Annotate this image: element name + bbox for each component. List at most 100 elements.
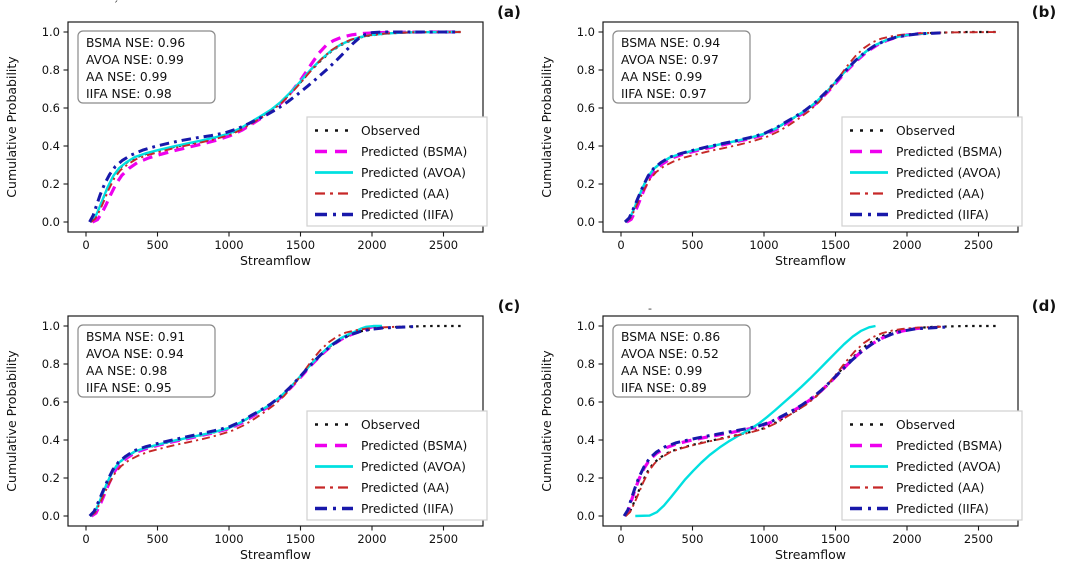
legend-label-avoa: Predicted (AVOA)	[896, 460, 1001, 474]
legend-label-iifa: Predicted (IIFA)	[896, 208, 989, 222]
nse-line: AA NSE: 0.99	[621, 70, 702, 84]
plot-area	[622, 324, 1000, 518]
x-tick-label: 500	[682, 532, 704, 546]
legend-label-observed: Observed	[361, 124, 420, 138]
series-avoa-line	[635, 324, 876, 518]
y-tick-label: 0.4	[577, 139, 595, 153]
x-tick-label: 1000	[749, 238, 778, 252]
y-tick-label: 0.2	[577, 471, 595, 485]
subplot-a-canvas: 0 500 1000 1500 2000 2500 0.0 0.2 0.4 0.6 0.8 1.0 St…	[4, 0, 521, 268]
y-axis-label: Cumulative Probability	[4, 56, 19, 198]
x-axis-label: Streamflow	[775, 253, 846, 268]
x-tick-label: 2500	[964, 532, 993, 546]
nse-line: AA NSE: 0.99	[86, 70, 167, 84]
y-tick-label: 1.0	[42, 319, 60, 333]
x-tick-label: 500	[147, 238, 169, 252]
plot-area	[88, 30, 465, 224]
nse-line: BSMA NSE: 0.86	[621, 330, 720, 344]
nse-box	[77, 324, 216, 398]
y-tick-label: 0.8	[577, 357, 595, 371]
x-tick-label: 500	[147, 532, 169, 546]
y-tick-label: 0.8	[577, 63, 595, 77]
nse-line: AVOA NSE: 0.97	[621, 53, 719, 67]
series-avoa-line	[89, 324, 382, 517]
y-tick-label: 0.0	[42, 215, 60, 229]
y-tick-label: 0.6	[577, 395, 595, 409]
legend-label-bsma: Predicted (BSMA)	[361, 439, 467, 453]
y-axis-label: Cumulative Probability	[539, 350, 554, 492]
x-tick-label: 1500	[286, 532, 315, 546]
nse-line: AA NSE: 0.99	[621, 364, 702, 378]
x-tick-label: 0	[617, 238, 624, 252]
nse-line: BSMA NSE: 0.96	[86, 36, 185, 50]
series-iifa-line	[623, 31, 943, 224]
series-aa-line	[624, 325, 943, 517]
panel-label-b: (b)	[1032, 3, 1056, 21]
y-tick-label: 0.2	[577, 177, 595, 191]
panel-label-c: (c)	[498, 297, 521, 315]
x-tick-label: 1000	[749, 532, 778, 546]
legend-label-iifa: Predicted (IIFA)	[361, 502, 454, 516]
panel-label-d: (d)	[1032, 297, 1056, 315]
series-avoa-line	[89, 30, 458, 223]
x-tick-label: 2000	[357, 238, 386, 252]
legend-label-observed: Observed	[896, 418, 955, 432]
x-tick-label: 2000	[357, 532, 386, 546]
legend-label-iifa: Predicted (IIFA)	[896, 502, 989, 516]
y-tick-label: 1.0	[42, 25, 60, 39]
title-artifact-mark: ´	[113, 0, 119, 12]
y-tick-label: 1.0	[577, 319, 595, 333]
x-tick-label: 0	[82, 532, 89, 546]
legend-label-observed: Observed	[896, 124, 955, 138]
y-axis-label: Cumulative Probability	[539, 56, 554, 198]
nse-box	[77, 30, 216, 104]
y-tick-label: 0.4	[42, 139, 60, 153]
nse-line: IIFA NSE: 0.98	[86, 87, 172, 101]
subplot-b-canvas: 0 500 1000 1500 2000 2500 0.0 0.2 0.4 0.6 0.8 1.0 St…	[539, 3, 1056, 268]
subplot-b: 0 500 1000 1500 2000 2500 0.0 0.2 0.4 0.6 0.8 1.0 St…	[535, 0, 1071, 294]
legend-label-iifa: Predicted (IIFA)	[361, 208, 454, 222]
nse-line: BSMA NSE: 0.94	[621, 36, 720, 50]
series-aa-line	[624, 31, 1000, 223]
panel-label-a: (a)	[497, 3, 521, 21]
y-tick-label: 1.0	[577, 25, 595, 39]
x-tick-label: 2500	[429, 238, 458, 252]
legend-label-aa: Predicted (AA)	[361, 187, 449, 201]
y-tick-label: 0.2	[42, 471, 60, 485]
nse-line: AA NSE: 0.98	[86, 364, 167, 378]
legend-label-avoa: Predicted (AVOA)	[896, 166, 1001, 180]
legend-label-bsma: Predicted (BSMA)	[361, 145, 467, 159]
nse-line: BSMA NSE: 0.91	[86, 330, 185, 344]
series-bsma-line	[91, 30, 458, 224]
series-bsma-line	[625, 31, 922, 224]
x-axis-label: Streamflow	[240, 253, 311, 268]
y-axis-label: Cumulative Probability	[4, 350, 19, 492]
x-tick-label: 0	[617, 532, 624, 546]
x-tick-label: 2500	[429, 532, 458, 546]
nse-box	[612, 324, 751, 398]
title-artifact-mark: -	[648, 302, 652, 315]
series-bsma-line	[90, 324, 376, 518]
y-tick-label: 0.8	[42, 357, 60, 371]
subplot-c: 0 500 1000 1500 2000 2500 0.0 0.2 0.4 0.6 0.8 1.0 St…	[0, 294, 535, 588]
x-tick-label: 1000	[214, 238, 243, 252]
nse-line: IIFA NSE: 0.97	[621, 87, 707, 101]
x-axis-label: Streamflow	[775, 547, 846, 562]
plot-area	[88, 324, 465, 518]
nse-line: AVOA NSE: 0.52	[621, 347, 719, 361]
x-tick-label: 2000	[892, 532, 921, 546]
x-tick-label: 1500	[821, 238, 850, 252]
subplot-a: 0 500 1000 1500 2000 2500 0.0 0.2 0.4 0.6 0.8 1.0 St…	[0, 0, 535, 294]
subplot-d: 0 500 1000 1500 2000 2500 0.0 0.2 0.4 0.6 0.8 1.0 St…	[535, 294, 1071, 588]
nse-line: AVOA NSE: 0.94	[86, 347, 184, 361]
series-aa-line	[90, 31, 461, 223]
y-tick-label: 0.6	[42, 101, 60, 115]
x-tick-label: 500	[682, 238, 704, 252]
series-aa-line	[89, 325, 401, 517]
legend-label-avoa: Predicted (AVOA)	[361, 460, 466, 474]
legend-label-aa: Predicted (AA)	[896, 481, 984, 495]
subplot-c-canvas: 0 500 1000 1500 2000 2500 0.0 0.2 0.4 0.6 0.8 1.0 St…	[4, 297, 521, 562]
y-tick-label: 0.6	[42, 395, 60, 409]
legend-label-bsma: Predicted (BSMA)	[896, 145, 1002, 159]
legend-label-aa: Predicted (AA)	[896, 187, 984, 201]
